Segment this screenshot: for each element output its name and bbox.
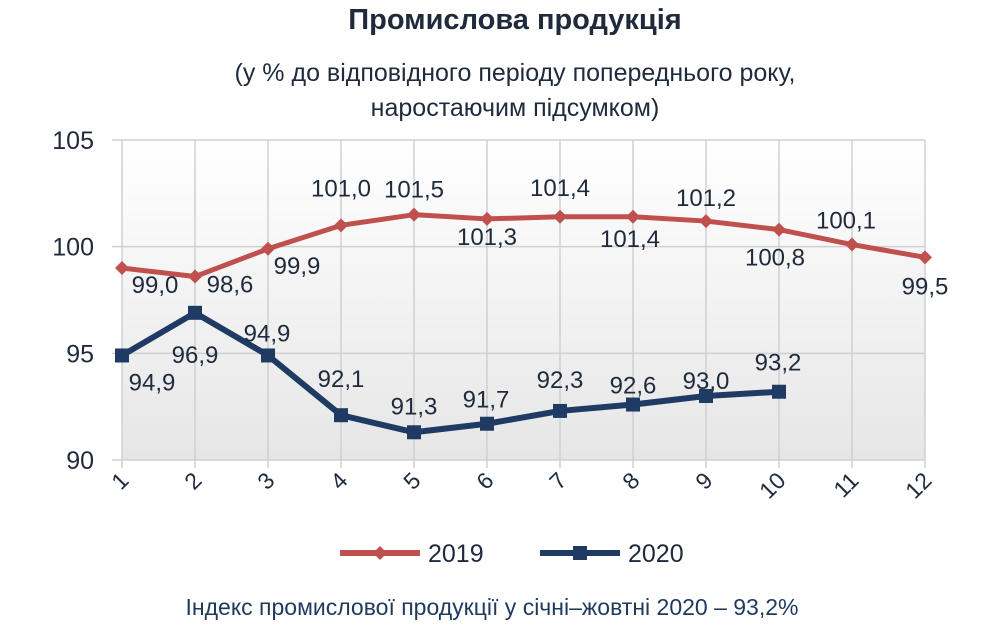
legend-marker-2020 bbox=[573, 546, 587, 560]
data-point-2020 bbox=[188, 305, 202, 320]
data-label-2020: 93,2 bbox=[755, 350, 802, 377]
x-tick-label: 11 bbox=[828, 467, 863, 502]
data-point-2019 bbox=[918, 250, 932, 265]
x-tick-label: 1 bbox=[106, 467, 133, 494]
x-tick-label: 3 bbox=[252, 467, 279, 494]
data-label-2019: 99,9 bbox=[274, 253, 321, 280]
data-point-2019 bbox=[553, 209, 567, 224]
data-point-2020 bbox=[407, 425, 421, 440]
data-label-2019: 101,4 bbox=[600, 226, 660, 253]
data-point-2019 bbox=[334, 218, 348, 233]
data-point-2019 bbox=[188, 269, 202, 284]
data-label-2020: 96,9 bbox=[172, 342, 219, 369]
legend-marker-2019 bbox=[373, 546, 387, 560]
data-label-2019: 100,1 bbox=[816, 208, 876, 235]
data-label-2019: 101,4 bbox=[530, 175, 590, 202]
data-label-2020: 94,9 bbox=[244, 320, 291, 347]
data-point-2020 bbox=[553, 403, 567, 418]
data-point-2020 bbox=[115, 348, 129, 363]
data-label-2019: 101,0 bbox=[311, 175, 371, 202]
x-tick-label: 8 bbox=[617, 467, 644, 494]
series-line-2020 bbox=[120, 309, 780, 436]
data-point-2020 bbox=[626, 397, 640, 412]
data-point-2020 bbox=[261, 348, 275, 363]
x-tick-label: 12 bbox=[900, 467, 936, 503]
series-line-2019 bbox=[121, 212, 926, 280]
legend-label-2020: 2020 bbox=[628, 540, 684, 568]
x-tick-label: 7 bbox=[544, 467, 571, 494]
data-label-2020: 93,0 bbox=[683, 368, 730, 395]
y-tick-label: 95 bbox=[66, 340, 94, 368]
data-point-2020 bbox=[699, 389, 713, 403]
x-tick-label: 9 bbox=[690, 467, 717, 494]
data-point-2020 bbox=[772, 384, 786, 399]
data-label-2019: 100,8 bbox=[745, 245, 805, 272]
data-label-2019: 101,5 bbox=[384, 177, 444, 204]
data-label-2020: 92,3 bbox=[537, 367, 584, 394]
legend-label-2019: 2019 bbox=[428, 540, 484, 568]
data-point-2019 bbox=[407, 207, 421, 222]
plot-area bbox=[122, 140, 925, 460]
data-point-2019 bbox=[699, 214, 713, 229]
x-tick-label: 4 bbox=[325, 467, 353, 495]
data-point-2019 bbox=[845, 237, 859, 252]
y-tick-label: 105 bbox=[52, 127, 94, 155]
data-label-2020: 92,1 bbox=[318, 366, 365, 393]
data-label-2019: 101,3 bbox=[457, 224, 517, 251]
data-label-2019: 99,5 bbox=[902, 273, 949, 300]
data-point-2019 bbox=[626, 209, 640, 224]
data-label-2020: 94,9 bbox=[129, 369, 176, 396]
data-point-2019 bbox=[772, 222, 786, 237]
subtitle-line-1: (у % до відповідного періоду попередньог… bbox=[234, 59, 796, 87]
x-tick-label: 5 bbox=[398, 467, 425, 494]
data-label-2020: 92,6 bbox=[610, 373, 657, 400]
y-tick-label: 90 bbox=[66, 447, 94, 475]
chart-subtitle: (у % до відповідного періоду попередньог… bbox=[0, 56, 984, 126]
data-point-2019 bbox=[261, 241, 275, 256]
x-tick-label: 10 bbox=[754, 467, 790, 503]
data-label-2019: 99,0 bbox=[132, 272, 179, 299]
data-point-2019 bbox=[480, 211, 494, 226]
y-tick-label: 100 bbox=[52, 234, 94, 262]
data-label-2019: 98,6 bbox=[207, 272, 254, 299]
x-tick-label: 6 bbox=[471, 467, 498, 494]
data-point-2020 bbox=[480, 416, 494, 431]
data-point-2019 bbox=[115, 261, 129, 275]
data-label-2020: 91,7 bbox=[463, 387, 510, 414]
data-label-2019: 101,2 bbox=[676, 185, 736, 212]
chart-title: Промислова продукція bbox=[348, 4, 682, 36]
footnote: Індекс промислової продукції у січні–жов… bbox=[185, 594, 799, 620]
x-tick-label: 2 bbox=[179, 467, 206, 494]
subtitle-line-2: наростаючим підсумком) bbox=[370, 94, 660, 122]
data-point-2020 bbox=[334, 408, 348, 423]
data-label-2020: 91,3 bbox=[391, 393, 438, 420]
